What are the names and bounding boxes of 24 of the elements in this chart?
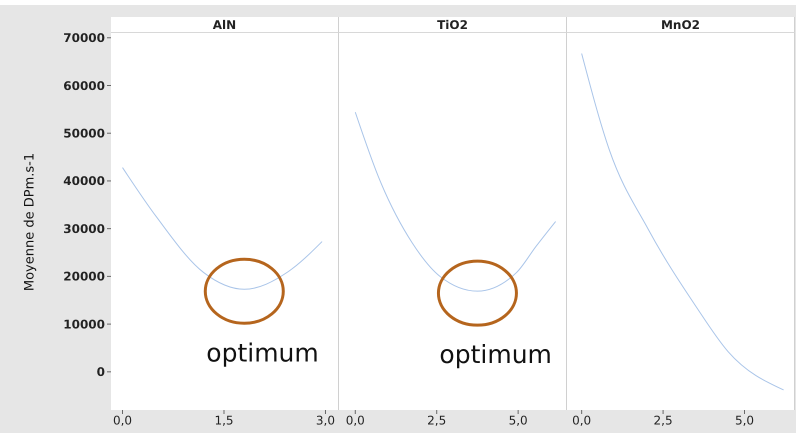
y-tick-label: 20000 [63, 270, 105, 284]
y-axis-title: Moyenne de DPm.s-1 [22, 152, 38, 291]
x-tick-label: 0,0 [112, 414, 132, 428]
x-tick-label: 5,0 [734, 414, 754, 428]
x-tick-label: 0,0 [346, 414, 365, 428]
chart-title: AlN [111, 17, 339, 33]
x-tick-label: 2,5 [654, 414, 673, 428]
annotation: optimum [206, 338, 319, 368]
line-series [122, 167, 323, 290]
x-tick-label: 5,0 [508, 414, 528, 428]
chart-title: TiO2 [339, 17, 567, 33]
y-tick-label: 10000 [63, 317, 105, 332]
chart-title: MnO2 [567, 17, 795, 33]
y-tick-label: 0 [96, 365, 105, 380]
y-tick-label: 40000 [63, 174, 105, 188]
x-tick-label: 3,0 [316, 414, 336, 428]
y-tick-label: 70000 [63, 31, 105, 46]
x-tick-label: 1,5 [214, 414, 234, 428]
annotation: optimum [439, 340, 552, 370]
x-tick-label: 0,0 [572, 414, 592, 428]
x-tick-label: 2,5 [427, 414, 446, 428]
y-tick-label: 30000 [63, 222, 105, 236]
y-tick-label: 50000 [63, 126, 105, 140]
y-tick-label: 60000 [63, 78, 105, 93]
